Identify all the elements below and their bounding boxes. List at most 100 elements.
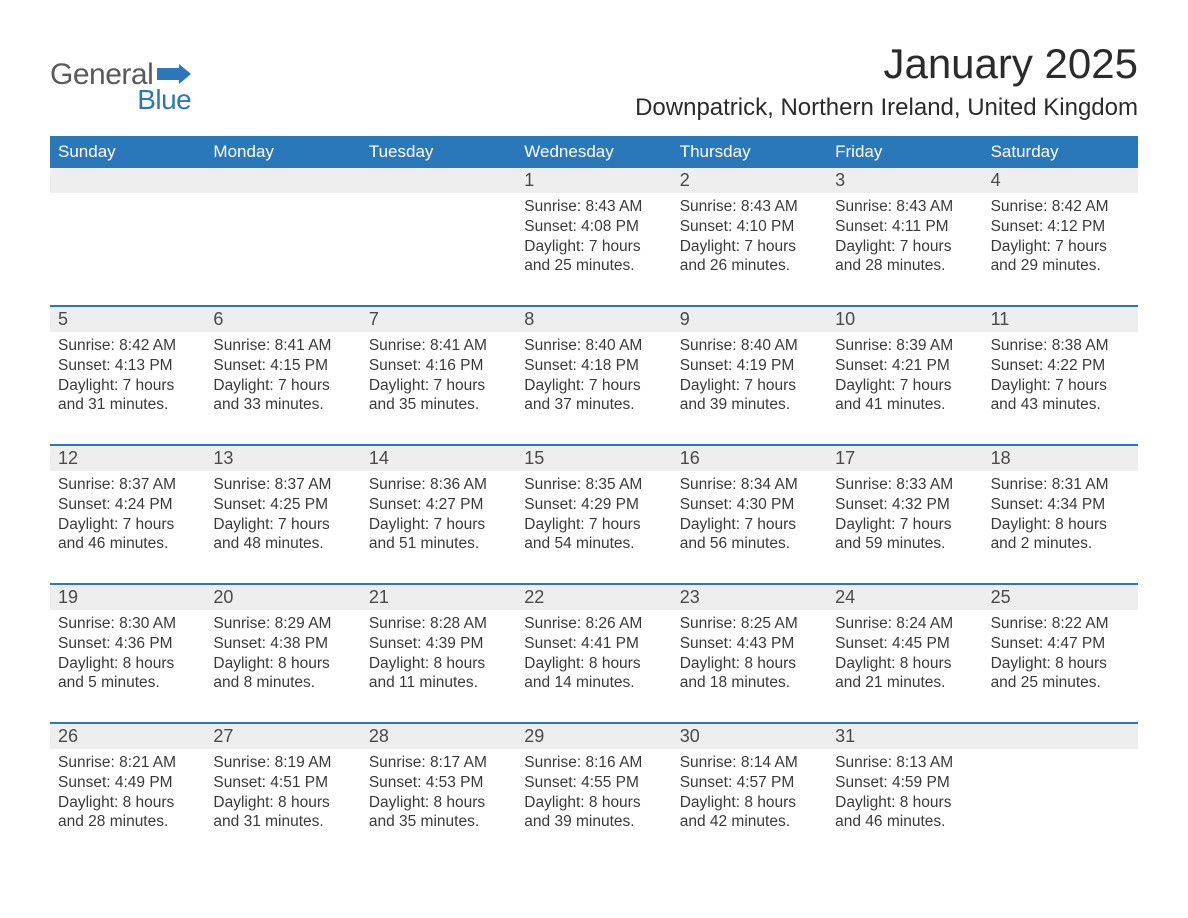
- sunset-text: Sunset: 4:21 PM: [835, 356, 974, 376]
- daylight-text: Daylight: 7 hours and 26 minutes.: [680, 237, 819, 277]
- sunrise-text: Sunrise: 8:14 AM: [680, 753, 819, 773]
- day-cell: Sunrise: 8:43 AMSunset: 4:10 PMDaylight:…: [672, 193, 827, 305]
- sunset-text: Sunset: 4:10 PM: [680, 217, 819, 237]
- sunset-text: Sunset: 4:24 PM: [58, 495, 197, 515]
- day-cell: Sunrise: 8:40 AMSunset: 4:18 PMDaylight:…: [516, 332, 671, 444]
- sunrise-text: Sunrise: 8:41 AM: [213, 336, 352, 356]
- sunset-text: Sunset: 4:49 PM: [58, 773, 197, 793]
- daylight-text: Daylight: 8 hours and 14 minutes.: [524, 654, 663, 694]
- sunset-text: Sunset: 4:08 PM: [524, 217, 663, 237]
- sunset-text: Sunset: 4:29 PM: [524, 495, 663, 515]
- sunset-text: Sunset: 4:38 PM: [213, 634, 352, 654]
- sunrise-text: Sunrise: 8:42 AM: [58, 336, 197, 356]
- calendar-week: 12131415161718Sunrise: 8:37 AMSunset: 4:…: [50, 444, 1138, 583]
- sunrise-text: Sunrise: 8:35 AM: [524, 475, 663, 495]
- dow-sunday: Sunday: [50, 136, 205, 168]
- sunset-text: Sunset: 4:30 PM: [680, 495, 819, 515]
- sunset-text: Sunset: 4:18 PM: [524, 356, 663, 376]
- daylight-text: Daylight: 7 hours and 48 minutes.: [213, 515, 352, 555]
- day-number: 6: [205, 307, 360, 332]
- dow-wednesday: Wednesday: [516, 136, 671, 168]
- daylight-text: Daylight: 7 hours and 28 minutes.: [835, 237, 974, 277]
- daylight-text: Daylight: 8 hours and 2 minutes.: [991, 515, 1130, 555]
- day-cell: Sunrise: 8:41 AMSunset: 4:16 PMDaylight:…: [361, 332, 516, 444]
- day-cell: Sunrise: 8:43 AMSunset: 4:11 PMDaylight:…: [827, 193, 982, 305]
- daylight-text: Daylight: 8 hours and 18 minutes.: [680, 654, 819, 694]
- day-cell: Sunrise: 8:26 AMSunset: 4:41 PMDaylight:…: [516, 610, 671, 722]
- day-number: 2: [672, 168, 827, 193]
- dow-monday: Monday: [205, 136, 360, 168]
- day-cell: Sunrise: 8:40 AMSunset: 4:19 PMDaylight:…: [672, 332, 827, 444]
- day-number: 15: [516, 446, 671, 471]
- day-of-week-header: Sunday Monday Tuesday Wednesday Thursday…: [50, 136, 1138, 168]
- sunset-text: Sunset: 4:47 PM: [991, 634, 1130, 654]
- daylight-text: Daylight: 7 hours and 31 minutes.: [58, 376, 197, 416]
- calendar-week: 567891011Sunrise: 8:42 AMSunset: 4:13 PM…: [50, 305, 1138, 444]
- sunset-text: Sunset: 4:55 PM: [524, 773, 663, 793]
- sunrise-text: Sunrise: 8:43 AM: [835, 197, 974, 217]
- day-cell: Sunrise: 8:33 AMSunset: 4:32 PMDaylight:…: [827, 471, 982, 583]
- day-number: [205, 168, 360, 193]
- weeks-container: 1234Sunrise: 8:43 AMSunset: 4:08 PMDayli…: [50, 168, 1138, 861]
- day-cell: Sunrise: 8:13 AMSunset: 4:59 PMDaylight:…: [827, 749, 982, 861]
- day-cell: Sunrise: 8:38 AMSunset: 4:22 PMDaylight:…: [983, 332, 1138, 444]
- day-cell: Sunrise: 8:28 AMSunset: 4:39 PMDaylight:…: [361, 610, 516, 722]
- daylight-text: Daylight: 7 hours and 56 minutes.: [680, 515, 819, 555]
- sunset-text: Sunset: 4:43 PM: [680, 634, 819, 654]
- sunrise-text: Sunrise: 8:37 AM: [213, 475, 352, 495]
- day-cell: Sunrise: 8:25 AMSunset: 4:43 PMDaylight:…: [672, 610, 827, 722]
- day-number: 17: [827, 446, 982, 471]
- sunset-text: Sunset: 4:39 PM: [369, 634, 508, 654]
- sunset-text: Sunset: 4:15 PM: [213, 356, 352, 376]
- day-number: 13: [205, 446, 360, 471]
- daylight-text: Daylight: 7 hours and 41 minutes.: [835, 376, 974, 416]
- dow-thursday: Thursday: [672, 136, 827, 168]
- day-number: 28: [361, 724, 516, 749]
- day-cell: Sunrise: 8:41 AMSunset: 4:15 PMDaylight:…: [205, 332, 360, 444]
- sunrise-text: Sunrise: 8:22 AM: [991, 614, 1130, 634]
- day-cell: Sunrise: 8:43 AMSunset: 4:08 PMDaylight:…: [516, 193, 671, 305]
- sunrise-text: Sunrise: 8:36 AM: [369, 475, 508, 495]
- day-cell: Sunrise: 8:31 AMSunset: 4:34 PMDaylight:…: [983, 471, 1138, 583]
- sunrise-text: Sunrise: 8:24 AM: [835, 614, 974, 634]
- daylight-text: Daylight: 7 hours and 33 minutes.: [213, 376, 352, 416]
- day-number: 26: [50, 724, 205, 749]
- daylight-text: Daylight: 8 hours and 46 minutes.: [835, 793, 974, 833]
- sunrise-text: Sunrise: 8:42 AM: [991, 197, 1130, 217]
- day-number: 18: [983, 446, 1138, 471]
- day-cell: Sunrise: 8:24 AMSunset: 4:45 PMDaylight:…: [827, 610, 982, 722]
- sunrise-text: Sunrise: 8:16 AM: [524, 753, 663, 773]
- day-cell: Sunrise: 8:30 AMSunset: 4:36 PMDaylight:…: [50, 610, 205, 722]
- day-number: 23: [672, 585, 827, 610]
- sunrise-text: Sunrise: 8:31 AM: [991, 475, 1130, 495]
- day-number: 31: [827, 724, 982, 749]
- sunset-text: Sunset: 4:13 PM: [58, 356, 197, 376]
- day-cell: [205, 193, 360, 305]
- sunset-text: Sunset: 4:45 PM: [835, 634, 974, 654]
- calendar-week: 1234Sunrise: 8:43 AMSunset: 4:08 PMDayli…: [50, 168, 1138, 305]
- day-number: [983, 724, 1138, 749]
- title-block: January 2025 Downpatrick, Northern Irela…: [635, 40, 1138, 122]
- day-number: 30: [672, 724, 827, 749]
- daylight-text: Daylight: 7 hours and 59 minutes.: [835, 515, 974, 555]
- day-cell: Sunrise: 8:34 AMSunset: 4:30 PMDaylight:…: [672, 471, 827, 583]
- daylight-text: Daylight: 8 hours and 25 minutes.: [991, 654, 1130, 694]
- day-number: [361, 168, 516, 193]
- sunrise-text: Sunrise: 8:13 AM: [835, 753, 974, 773]
- daylight-text: Daylight: 7 hours and 51 minutes.: [369, 515, 508, 555]
- day-cell: Sunrise: 8:19 AMSunset: 4:51 PMDaylight:…: [205, 749, 360, 861]
- daylight-text: Daylight: 8 hours and 35 minutes.: [369, 793, 508, 833]
- day-number: 14: [361, 446, 516, 471]
- sunset-text: Sunset: 4:53 PM: [369, 773, 508, 793]
- daylight-text: Daylight: 7 hours and 25 minutes.: [524, 237, 663, 277]
- day-number: 21: [361, 585, 516, 610]
- daylight-text: Daylight: 8 hours and 5 minutes.: [58, 654, 197, 694]
- sunrise-text: Sunrise: 8:41 AM: [369, 336, 508, 356]
- day-number: 22: [516, 585, 671, 610]
- day-number: 20: [205, 585, 360, 610]
- sunrise-text: Sunrise: 8:21 AM: [58, 753, 197, 773]
- day-number: 10: [827, 307, 982, 332]
- sunset-text: Sunset: 4:16 PM: [369, 356, 508, 376]
- day-number: 12: [50, 446, 205, 471]
- calendar: Sunday Monday Tuesday Wednesday Thursday…: [50, 136, 1138, 861]
